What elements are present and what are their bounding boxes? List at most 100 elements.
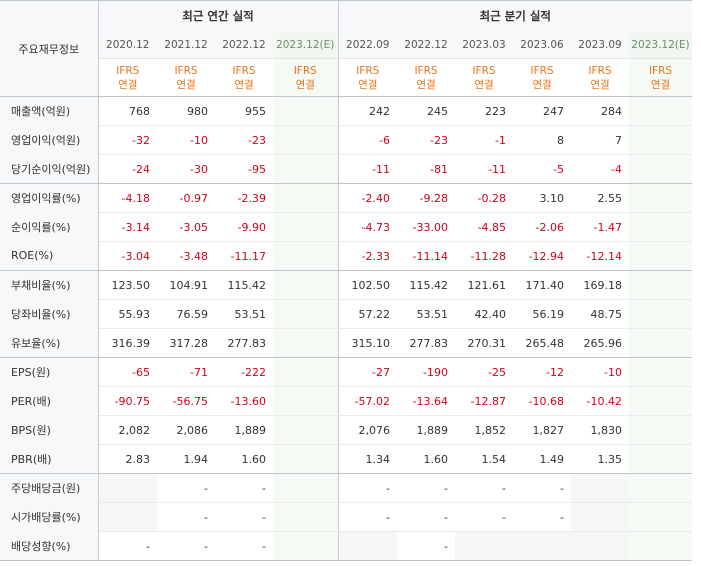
row-label: 영업이익률(%) (0, 183, 99, 213)
annual-value-cell: 1,889 (215, 415, 273, 445)
annual-group-header: 최근 연간 실적 (98, 0, 339, 32)
quarterly-value-cell: -5 (513, 154, 571, 184)
table-row: 영업이익(억원) -32 -10 -23 -6 -23 -1 8 7 (0, 125, 692, 155)
table-row: EPS(원) -65 -71 -222 -27 -190 -25 -12 -10 (0, 357, 692, 387)
ifrs-consolidated-label: IFRS 연결 (98, 58, 157, 97)
table-row: 부채비율(%) 123.50 104.91 115.42 102.50 115.42 121… (0, 270, 692, 300)
annual-value-cell (273, 502, 339, 532)
annual-value-cell: -13.60 (215, 386, 273, 416)
quarterly-value-cell: -11 (338, 154, 397, 184)
annual-col-header: 2022.12 (215, 31, 273, 59)
ifrs-label: IFRS (293, 64, 317, 77)
quarterly-value-cell: 277.83 (397, 328, 455, 358)
quarterly-value-cell: -1 (455, 125, 513, 155)
quarterly-value-cell: -10.68 (513, 386, 571, 416)
table-row: 유보율(%) 316.39 317.28 277.83 315.10 277.83 270.… (0, 328, 692, 358)
quarterly-value-cell: -0.28 (455, 183, 513, 213)
quarterly-value-cell: -2.06 (513, 212, 571, 242)
quarterly-value-cell: -10.42 (571, 386, 629, 416)
quarterly-value-cell: -81 (397, 154, 455, 184)
quarterly-value-cell (571, 473, 629, 503)
table-row: PER(배) -90.75 -56.75 -13.60 -57.02 -13.64 -12.… (0, 386, 692, 416)
annual-value-cell: 123.50 (98, 270, 157, 300)
annual-value-cell: - (157, 531, 215, 561)
quarterly-value-cell: -6 (338, 125, 397, 155)
annual-value-cell: -30 (157, 154, 215, 184)
quarterly-value-cell: -12 (513, 357, 571, 387)
annual-value-cell: - (157, 502, 215, 532)
quarterly-value-cell (629, 241, 692, 271)
annual-col-header: 2020.12 (98, 31, 157, 59)
annual-value-cell (273, 357, 339, 387)
quarterly-value-cell (629, 444, 692, 474)
quarterly-value-cell: -23 (397, 125, 455, 155)
quarterly-value-cell (629, 531, 692, 561)
annual-value-cell: -65 (98, 357, 157, 387)
annual-value-cell: 76.59 (157, 299, 215, 329)
quarterly-value-cell: 48.75 (571, 299, 629, 329)
table-row: 순이익률(%) -3.14 -3.05 -9.90 -4.73 -33.00 -4.85 -2… (0, 212, 692, 242)
annual-estimate-col-header: 2023.12(E) (273, 31, 339, 59)
annual-value-cell: 316.39 (98, 328, 157, 358)
quarterly-value-cell: 57.22 (338, 299, 397, 329)
annual-value-cell (273, 328, 339, 358)
ifrs-consolidated-label: IFRS 연결 (571, 58, 629, 97)
quarterly-value-cell (629, 357, 692, 387)
quarterly-value-cell: 247 (513, 96, 571, 126)
quarterly-value-cell (629, 183, 692, 213)
quarterly-value-cell (629, 270, 692, 300)
ifrs-consolidated-label: IFRS 연결 (273, 58, 339, 97)
annual-value-cell (98, 502, 157, 532)
annual-value-cell (98, 473, 157, 503)
annual-value-cell (273, 96, 339, 126)
quarterly-value-cell: 169.18 (571, 270, 629, 300)
quarterly-value-cell (629, 212, 692, 242)
consolidated-label: 연결 (234, 78, 254, 91)
row-label: 배당성향(%) (0, 531, 99, 561)
quarterly-value-cell (455, 531, 513, 561)
quarterly-value-cell: -11.14 (397, 241, 455, 271)
quarterly-value-cell: - (397, 531, 455, 561)
quarterly-value-cell: 265.96 (571, 328, 629, 358)
quarterly-value-cell: -9.28 (397, 183, 455, 213)
quarterly-value-cell: -1.47 (571, 212, 629, 242)
quarterly-value-cell: -4 (571, 154, 629, 184)
annual-value-cell: -3.05 (157, 212, 215, 242)
table-row: PBR(배) 2.83 1.94 1.60 1.34 1.60 1.54 1.49 1.35 (0, 444, 692, 474)
quarterly-value-cell: 1.54 (455, 444, 513, 474)
quarterly-value-cell (629, 473, 692, 503)
quarterly-value-cell (629, 415, 692, 445)
quarterly-value-cell: - (338, 502, 397, 532)
quarterly-value-cell: -190 (397, 357, 455, 387)
annual-value-cell: -24 (98, 154, 157, 184)
annual-value-cell: 2,082 (98, 415, 157, 445)
annual-value-cell (273, 270, 339, 300)
quarterly-value-cell (629, 386, 692, 416)
quarterly-value-cell: 1.49 (513, 444, 571, 474)
quarterly-value-cell: -11 (455, 154, 513, 184)
quarterly-value-cell (571, 531, 629, 561)
quarterly-value-cell: 115.42 (397, 270, 455, 300)
table-row: 배당성향(%) - - - - (0, 531, 692, 561)
annual-value-cell (273, 183, 339, 213)
quarterly-value-cell: 270.31 (455, 328, 513, 358)
consolidated-label: 연결 (650, 78, 671, 91)
annual-value-cell: -222 (215, 357, 273, 387)
quarterly-value-cell (513, 531, 571, 561)
quarterly-value-cell: -13.64 (397, 386, 455, 416)
annual-value-cell: -56.75 (157, 386, 215, 416)
row-label: 시가배당률(%) (0, 502, 99, 532)
quarterly-value-cell: -12.87 (455, 386, 513, 416)
quarterly-value-cell: 265.48 (513, 328, 571, 358)
annual-value-cell: -9.90 (215, 212, 273, 242)
quarterly-value-cell: - (338, 473, 397, 503)
annual-value-cell (273, 473, 339, 503)
consolidated-label: 연결 (474, 78, 494, 91)
quarterly-value-cell: 121.61 (455, 270, 513, 300)
quarterly-col-header: 2023.06 (513, 31, 571, 59)
ifrs-consolidated-label: IFRS 연결 (338, 58, 397, 97)
annual-value-cell: 768 (98, 96, 157, 126)
consolidated-label: 연결 (295, 78, 315, 91)
ifrs-consolidated-label: IFRS 연결 (397, 58, 455, 97)
